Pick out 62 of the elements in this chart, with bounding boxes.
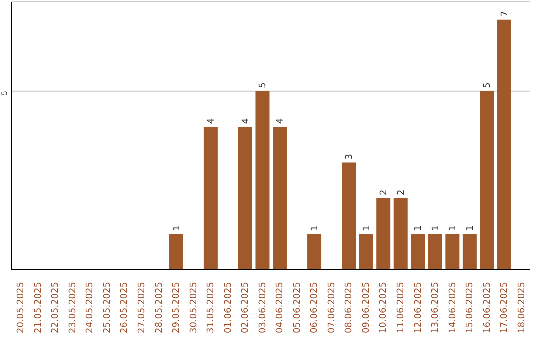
data-label: 1 — [172, 226, 182, 232]
bar — [376, 198, 391, 270]
bar — [394, 198, 408, 270]
bar — [359, 234, 374, 270]
data-label: 1 — [362, 226, 372, 232]
x-tick-label: 16.06.2025 — [482, 282, 493, 334]
data-label: 4 — [241, 118, 252, 124]
x-tick-label: 06.06.2025 — [310, 282, 320, 334]
bar — [480, 91, 494, 270]
x-tick-label: 03.06.2025 — [258, 282, 268, 334]
x-tick-label: 31.05.2025 — [206, 282, 217, 334]
x-tick-label: 18.06.2025 — [517, 282, 528, 334]
data-label: 2 — [396, 190, 407, 196]
bar — [462, 234, 477, 270]
x-tick-label: 10.06.2025 — [379, 282, 390, 334]
bar — [273, 127, 287, 270]
bar — [169, 234, 184, 270]
x-tick-label: 07.06.2025 — [327, 282, 338, 334]
x-tick-label: 17.06.2025 — [500, 282, 510, 334]
x-tick-label: 25.05.2025 — [102, 282, 113, 334]
x-tick-label: 01.06.2025 — [224, 282, 234, 334]
x-tick-label: 28.05.2025 — [154, 282, 165, 334]
x-tick-label: 04.06.2025 — [276, 282, 286, 334]
x-tick-label: 08.06.2025 — [344, 282, 355, 334]
x-tick-label: 23.05.2025 — [68, 282, 78, 334]
x-tick-label: 22.05.2025 — [51, 282, 62, 334]
data-label: 1 — [431, 226, 442, 232]
x-tick-label: 26.05.2025 — [120, 282, 130, 334]
data-label: 2 — [380, 190, 390, 196]
x-tick-label: 05.06.2025 — [292, 282, 303, 334]
x-tick-label: 20.05.2025 — [16, 282, 27, 334]
x-tick-label: 24.05.2025 — [86, 282, 96, 334]
x-tick-label: 11.06.2025 — [396, 282, 406, 334]
x-tick-label: 15.06.2025 — [466, 282, 476, 334]
x-tick-label: 13.06.2025 — [431, 282, 442, 334]
x-tick-label: 29.05.2025 — [172, 282, 182, 334]
x-tick-label: 14.06.2025 — [448, 282, 458, 334]
bar — [446, 234, 460, 270]
bar — [238, 127, 252, 270]
data-label: 1 — [466, 226, 476, 232]
x-tick-label: 12.06.2025 — [414, 282, 424, 334]
data-label: 1 — [310, 226, 321, 232]
data-label: 1 — [414, 226, 424, 232]
bar — [204, 127, 218, 270]
x-tick-label: 02.06.2025 — [241, 282, 252, 334]
bar — [497, 20, 512, 270]
data-label: 7 — [500, 11, 510, 17]
bar — [428, 234, 442, 270]
bar — [308, 234, 322, 270]
data-label: 4 — [206, 118, 217, 124]
x-tick-label: 09.06.2025 — [362, 282, 372, 334]
x-tick-label: 30.05.2025 — [189, 282, 200, 334]
data-label: 4 — [276, 118, 286, 124]
bar — [342, 162, 356, 270]
x-tick-label: 21.05.2025 — [34, 282, 44, 334]
x-tick-label: 27.05.2025 — [138, 282, 148, 334]
data-label: 5 — [258, 82, 269, 88]
data-label: 1 — [448, 226, 459, 232]
bar — [411, 234, 426, 270]
data-label: 5 — [483, 82, 494, 88]
data-label: 3 — [345, 154, 356, 160]
bar — [256, 91, 270, 270]
